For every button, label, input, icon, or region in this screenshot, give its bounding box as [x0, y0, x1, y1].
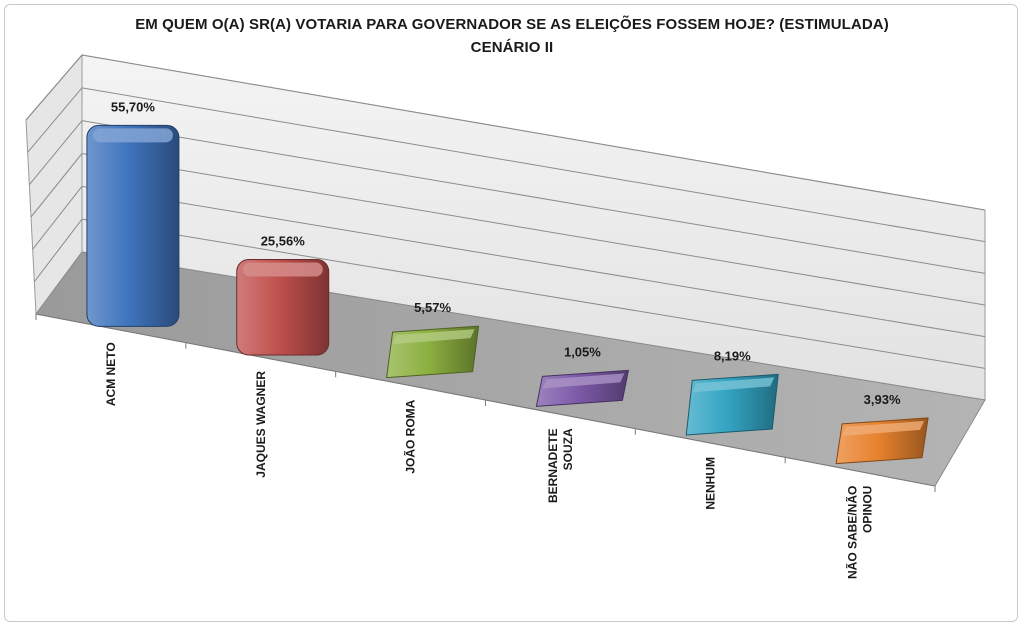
gridline-side: [25, 54, 83, 121]
chart-subtitle: CENÁRIO II: [470, 39, 554, 56]
category-label-line: SOUZA: [561, 428, 575, 470]
gridline-side: [32, 186, 83, 250]
category-label-line: OPINOU: [861, 486, 875, 533]
category-label: JAQUES WAGNER: [254, 371, 268, 478]
value-label: 3,93%: [864, 392, 901, 407]
bar-body: [86, 124, 180, 327]
gridline: [81, 87, 986, 243]
bar-top-highlight: [692, 377, 775, 393]
gridline-side: [27, 87, 83, 153]
gridline-side: [28, 120, 83, 185]
category-label-line: JOÃO ROMA: [403, 399, 418, 473]
bar-1: [236, 259, 330, 356]
gridline: [81, 54, 986, 211]
bar-2: [386, 325, 480, 379]
gridline-side: [33, 218, 83, 282]
category-label-line: BERNADETE: [546, 428, 560, 503]
gridline: [81, 185, 986, 338]
category-label: NÃO SABE/NÃO OPINOU: [845, 486, 875, 579]
bar-top-highlight: [92, 128, 173, 143]
value-label: 25,56%: [261, 234, 306, 249]
gridline: [81, 218, 986, 369]
category-label: JOÃO ROMA: [403, 399, 418, 473]
category-label: NENHUM: [703, 457, 717, 510]
bar-top-highlight: [392, 329, 475, 345]
bar-0: [86, 124, 180, 327]
gridline: [81, 120, 986, 274]
bar-4: [685, 373, 779, 436]
category-label: ACM NETO: [104, 342, 118, 406]
category-label-line: NENHUM: [703, 457, 717, 510]
value-label: 8,19%: [714, 348, 751, 363]
value-label: 55,70%: [111, 99, 156, 114]
category-label-line: JAQUES WAGNER: [254, 371, 268, 478]
bar-top-highlight: [842, 420, 925, 436]
category-label-line: NÃO SABE/NÃO: [845, 486, 860, 579]
chart-title: EM QUEM O(A) SR(A) VOTARIA PARA GOVERNAD…: [135, 16, 889, 33]
category-label: BERNADETE SOUZA: [546, 428, 575, 503]
bar-top-highlight: [242, 262, 323, 277]
bar-top-highlight: [542, 373, 625, 389]
bar-5: [835, 417, 929, 465]
bar-body: [236, 259, 330, 356]
gridline: [81, 153, 986, 306]
gridline-side: [30, 153, 83, 218]
bar-3: [535, 369, 629, 407]
value-label: 5,57%: [414, 300, 451, 315]
value-label: 1,05%: [564, 344, 601, 359]
category-label-line: ACM NETO: [104, 342, 118, 406]
